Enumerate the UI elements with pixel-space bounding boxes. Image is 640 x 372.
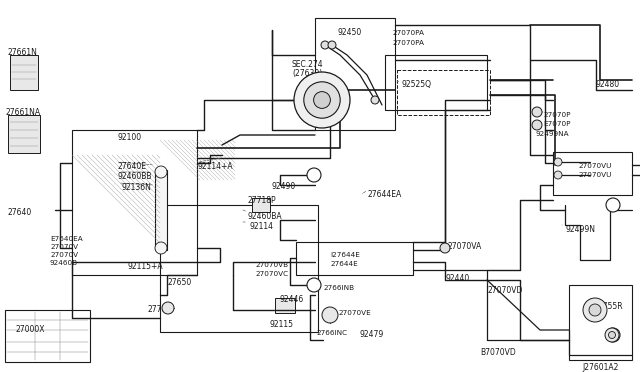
Circle shape <box>307 168 321 182</box>
Text: A: A <box>312 173 316 177</box>
Text: 27070V: 27070V <box>50 244 78 250</box>
Circle shape <box>314 92 330 108</box>
Text: A: A <box>611 202 615 208</box>
Bar <box>155 170 167 250</box>
FancyBboxPatch shape <box>8 115 40 153</box>
Text: 92440: 92440 <box>445 274 469 283</box>
Text: SEC.274: SEC.274 <box>292 60 324 69</box>
Text: A: A <box>312 282 316 288</box>
Circle shape <box>321 41 329 49</box>
Text: A: A <box>611 333 615 337</box>
Circle shape <box>532 107 542 117</box>
Circle shape <box>554 171 562 179</box>
Text: 92499N: 92499N <box>565 225 595 234</box>
Text: 92446: 92446 <box>279 295 303 304</box>
Text: 92460BB: 92460BB <box>118 172 152 181</box>
Circle shape <box>322 307 338 323</box>
Circle shape <box>589 304 601 316</box>
Text: 27070VU: 27070VU <box>578 172 611 178</box>
Text: 92460B: 92460B <box>50 260 78 266</box>
Bar <box>315 18 395 130</box>
Text: 27760: 27760 <box>148 305 172 314</box>
Text: 27070V: 27070V <box>50 252 78 258</box>
Bar <box>569 285 632 360</box>
Text: 92499NA: 92499NA <box>535 131 568 137</box>
Text: E7070P: E7070P <box>543 121 570 127</box>
Circle shape <box>609 331 616 339</box>
Circle shape <box>606 328 620 342</box>
Text: 92479: 92479 <box>360 330 384 339</box>
Text: 27070VD: 27070VD <box>488 286 524 295</box>
Text: 27644E: 27644E <box>330 261 358 267</box>
Bar <box>385 55 487 110</box>
Circle shape <box>155 242 167 254</box>
Text: 27640E: 27640E <box>118 162 147 171</box>
Text: 92114+A: 92114+A <box>197 162 232 171</box>
Text: E7640EA: E7640EA <box>50 236 83 242</box>
Text: 27661NA: 27661NA <box>5 108 40 117</box>
Text: 27000X: 27000X <box>16 325 45 334</box>
Text: 2766INB: 2766INB <box>323 285 354 291</box>
Text: 27070VU: 27070VU <box>578 163 611 169</box>
Circle shape <box>304 82 340 118</box>
Text: 27640: 27640 <box>7 208 31 217</box>
Text: 27755R: 27755R <box>593 302 623 311</box>
Text: 27070VA: 27070VA <box>448 242 483 251</box>
Text: 92525Q: 92525Q <box>401 80 431 89</box>
Bar <box>160 205 318 332</box>
Text: J27601A2: J27601A2 <box>582 363 618 372</box>
Text: B7070VD: B7070VD <box>480 348 516 357</box>
Bar <box>5 310 90 362</box>
Text: 92114: 92114 <box>250 222 274 231</box>
FancyBboxPatch shape <box>252 198 270 212</box>
Circle shape <box>605 328 619 342</box>
FancyBboxPatch shape <box>10 55 38 90</box>
Circle shape <box>155 166 167 178</box>
Text: 92460BA: 92460BA <box>248 212 283 221</box>
Text: 92100: 92100 <box>118 133 142 142</box>
Circle shape <box>583 298 607 322</box>
Text: 92490: 92490 <box>271 182 295 191</box>
Text: 27650: 27650 <box>167 278 191 287</box>
Circle shape <box>371 96 379 104</box>
Text: (27630): (27630) <box>292 69 323 78</box>
Text: 27070VC: 27070VC <box>255 271 288 277</box>
Text: I27644E: I27644E <box>330 252 360 258</box>
Circle shape <box>440 243 450 253</box>
Text: 27070VB: 27070VB <box>255 262 288 268</box>
Text: 27070P: 27070P <box>543 112 570 118</box>
Bar <box>397 70 490 115</box>
Text: 2766INC: 2766INC <box>316 330 347 336</box>
Circle shape <box>554 158 562 166</box>
Bar <box>296 242 413 275</box>
Text: 27070PA: 27070PA <box>392 40 424 46</box>
Text: 92115+A: 92115+A <box>128 262 164 271</box>
Text: 27070VE: 27070VE <box>338 310 371 316</box>
Text: 27644EA: 27644EA <box>368 190 403 199</box>
Text: 92450: 92450 <box>337 28 361 37</box>
FancyBboxPatch shape <box>275 298 295 313</box>
Text: 92115: 92115 <box>270 320 294 329</box>
Text: 27070PA: 27070PA <box>392 30 424 36</box>
Text: 27661N: 27661N <box>8 48 38 57</box>
Circle shape <box>162 302 174 314</box>
Text: 92136N: 92136N <box>122 183 152 192</box>
Bar <box>72 130 197 275</box>
Bar <box>553 152 632 195</box>
Text: 27718P: 27718P <box>248 196 276 205</box>
Circle shape <box>294 72 350 128</box>
Circle shape <box>606 198 620 212</box>
Circle shape <box>307 278 321 292</box>
Circle shape <box>328 41 336 49</box>
Circle shape <box>532 120 542 130</box>
Text: 92480: 92480 <box>596 80 620 89</box>
